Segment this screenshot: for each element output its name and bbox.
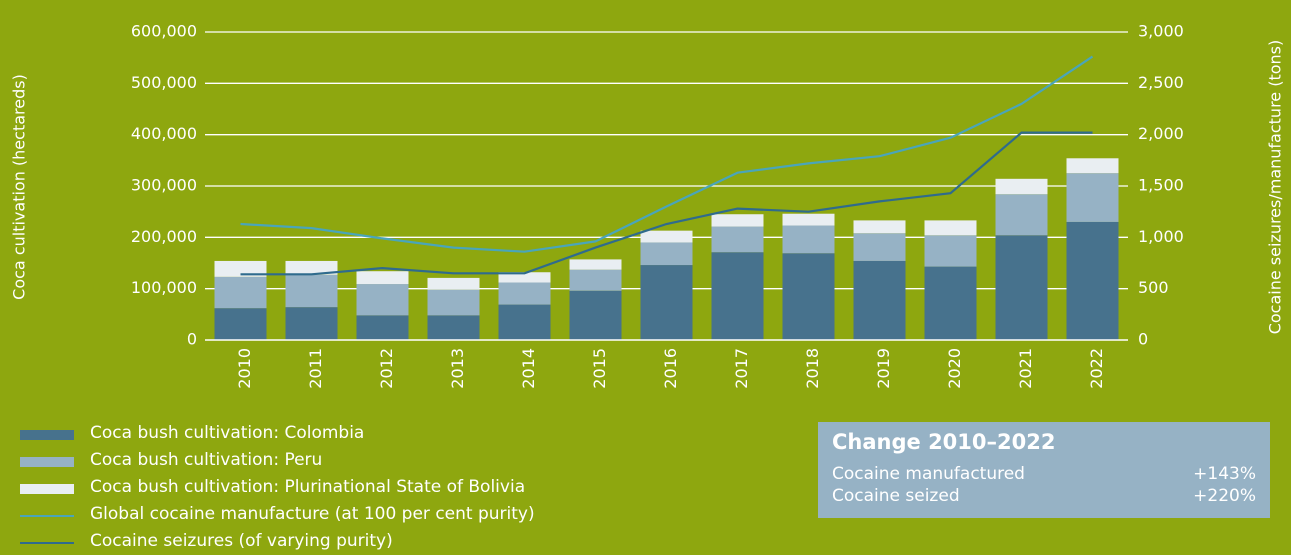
bar-segment bbox=[285, 274, 338, 308]
bar-segment bbox=[711, 252, 764, 340]
legend-swatch bbox=[20, 484, 74, 494]
bar-segment bbox=[356, 315, 409, 340]
legend-swatch bbox=[20, 457, 74, 467]
legend-label: Coca bush cultivation: Plurinational Sta… bbox=[90, 477, 526, 497]
change-value: +220% bbox=[1193, 486, 1256, 506]
bar-segment bbox=[711, 226, 764, 253]
change-value: +143% bbox=[1193, 464, 1256, 484]
bar-segment bbox=[214, 276, 267, 309]
legend-label: Coca bush cultivation: Colombia bbox=[90, 423, 365, 443]
bar-segment bbox=[569, 259, 622, 270]
bar-segment bbox=[853, 233, 906, 261]
bar-segment bbox=[782, 225, 835, 254]
bar-segment bbox=[214, 308, 267, 340]
bar-segment bbox=[924, 266, 977, 340]
bar-segment bbox=[640, 230, 693, 243]
x-tick-label: 2014 bbox=[519, 348, 538, 389]
bar-segment bbox=[853, 220, 906, 234]
bar-segment bbox=[782, 253, 835, 340]
bar-segment bbox=[640, 242, 693, 266]
x-tick-label: 2021 bbox=[1016, 348, 1035, 389]
bar-segment bbox=[853, 260, 906, 340]
change-summary-box: Change 2010–2022 Cocaine manufactured +1… bbox=[818, 422, 1270, 518]
bar-segment bbox=[427, 315, 480, 340]
y-tick-label-left: 500,000 bbox=[131, 73, 197, 92]
y-tick-label-left: 0 bbox=[187, 330, 197, 349]
axes: 0 100,000 200,000 300,000 400,000 500,000 600,… bbox=[131, 22, 1184, 389]
bar-segment bbox=[924, 220, 977, 236]
legend-swatch bbox=[20, 515, 74, 517]
lines bbox=[240, 55, 1094, 276]
change-label: Cocaine seized bbox=[832, 486, 960, 506]
legend-swatch bbox=[20, 542, 74, 544]
bar-segment bbox=[1066, 221, 1119, 340]
chart: 0 100,000 200,000 300,000 400,000 500,000 600,… bbox=[10, 22, 1285, 389]
x-tick-label: 2022 bbox=[1087, 348, 1106, 389]
y-tick-label-left: 300,000 bbox=[131, 176, 197, 195]
bar-segment bbox=[782, 213, 835, 226]
y-tick-label-right: 1,000 bbox=[1138, 227, 1184, 246]
x-tick-label: 2020 bbox=[945, 348, 964, 389]
bar-segment bbox=[498, 272, 551, 283]
bar-segment bbox=[1066, 158, 1119, 174]
series-line bbox=[240, 131, 1093, 276]
legend-label: Global cocaine manufacture (at 100 per c… bbox=[90, 504, 535, 524]
x-tick-label: 2017 bbox=[732, 348, 751, 389]
x-tick-label: 2018 bbox=[803, 348, 822, 389]
y-axis-label-left: Coca cultivation (hectareds) bbox=[10, 74, 29, 300]
y-tick-label-right: 2,500 bbox=[1138, 73, 1184, 92]
y-tick-label-right: 3,000 bbox=[1138, 22, 1184, 41]
y-tick-label-left: 600,000 bbox=[131, 22, 197, 41]
y-tick-label-left: 400,000 bbox=[131, 124, 197, 143]
x-tick-label: 2015 bbox=[590, 348, 609, 389]
change-title: Change 2010–2022 bbox=[832, 430, 1056, 454]
x-tick-label: 2011 bbox=[306, 348, 325, 389]
bar-segment bbox=[214, 260, 267, 277]
bar-segment bbox=[498, 282, 551, 305]
change-label: Cocaine manufactured bbox=[832, 464, 1025, 484]
bar-segment bbox=[995, 194, 1048, 236]
bar-segment bbox=[1066, 173, 1119, 222]
y-tick-label-left: 200,000 bbox=[131, 227, 197, 246]
bar-segment bbox=[427, 277, 480, 290]
bar-segment bbox=[924, 235, 977, 267]
bar-segment bbox=[356, 271, 409, 285]
x-tick-label: 2012 bbox=[377, 348, 396, 389]
x-tick-label: 2019 bbox=[874, 348, 893, 389]
x-tick-label: 2010 bbox=[235, 348, 254, 389]
bar-segment bbox=[285, 307, 338, 340]
bar-segment bbox=[285, 260, 338, 275]
bar-segment bbox=[498, 304, 551, 340]
y-tick-label-right: 1,500 bbox=[1138, 176, 1184, 195]
bar-segment bbox=[427, 289, 480, 316]
y-axis-label-right: Cocaine seizures/manufacture (tons) bbox=[1266, 40, 1285, 335]
bar-segment bbox=[995, 178, 1048, 195]
bar-segment bbox=[356, 284, 409, 316]
x-tick-label: 2013 bbox=[448, 348, 467, 389]
y-tick-label-left: 100,000 bbox=[131, 278, 197, 297]
legend-swatch bbox=[20, 430, 74, 440]
y-tick-label-right: 500 bbox=[1138, 278, 1169, 297]
bar-segment bbox=[569, 269, 622, 291]
series-line bbox=[240, 55, 1094, 253]
bar-segment bbox=[995, 235, 1048, 340]
legend-label: Coca bush cultivation: Peru bbox=[90, 450, 323, 470]
bar-segment bbox=[569, 290, 622, 340]
bar-segment bbox=[640, 265, 693, 340]
y-tick-label-right: 2,000 bbox=[1138, 124, 1184, 143]
x-tick-label: 2016 bbox=[661, 348, 680, 389]
bar-segment bbox=[711, 214, 764, 227]
bars bbox=[214, 158, 1119, 340]
y-tick-label-right: 0 bbox=[1138, 330, 1148, 349]
